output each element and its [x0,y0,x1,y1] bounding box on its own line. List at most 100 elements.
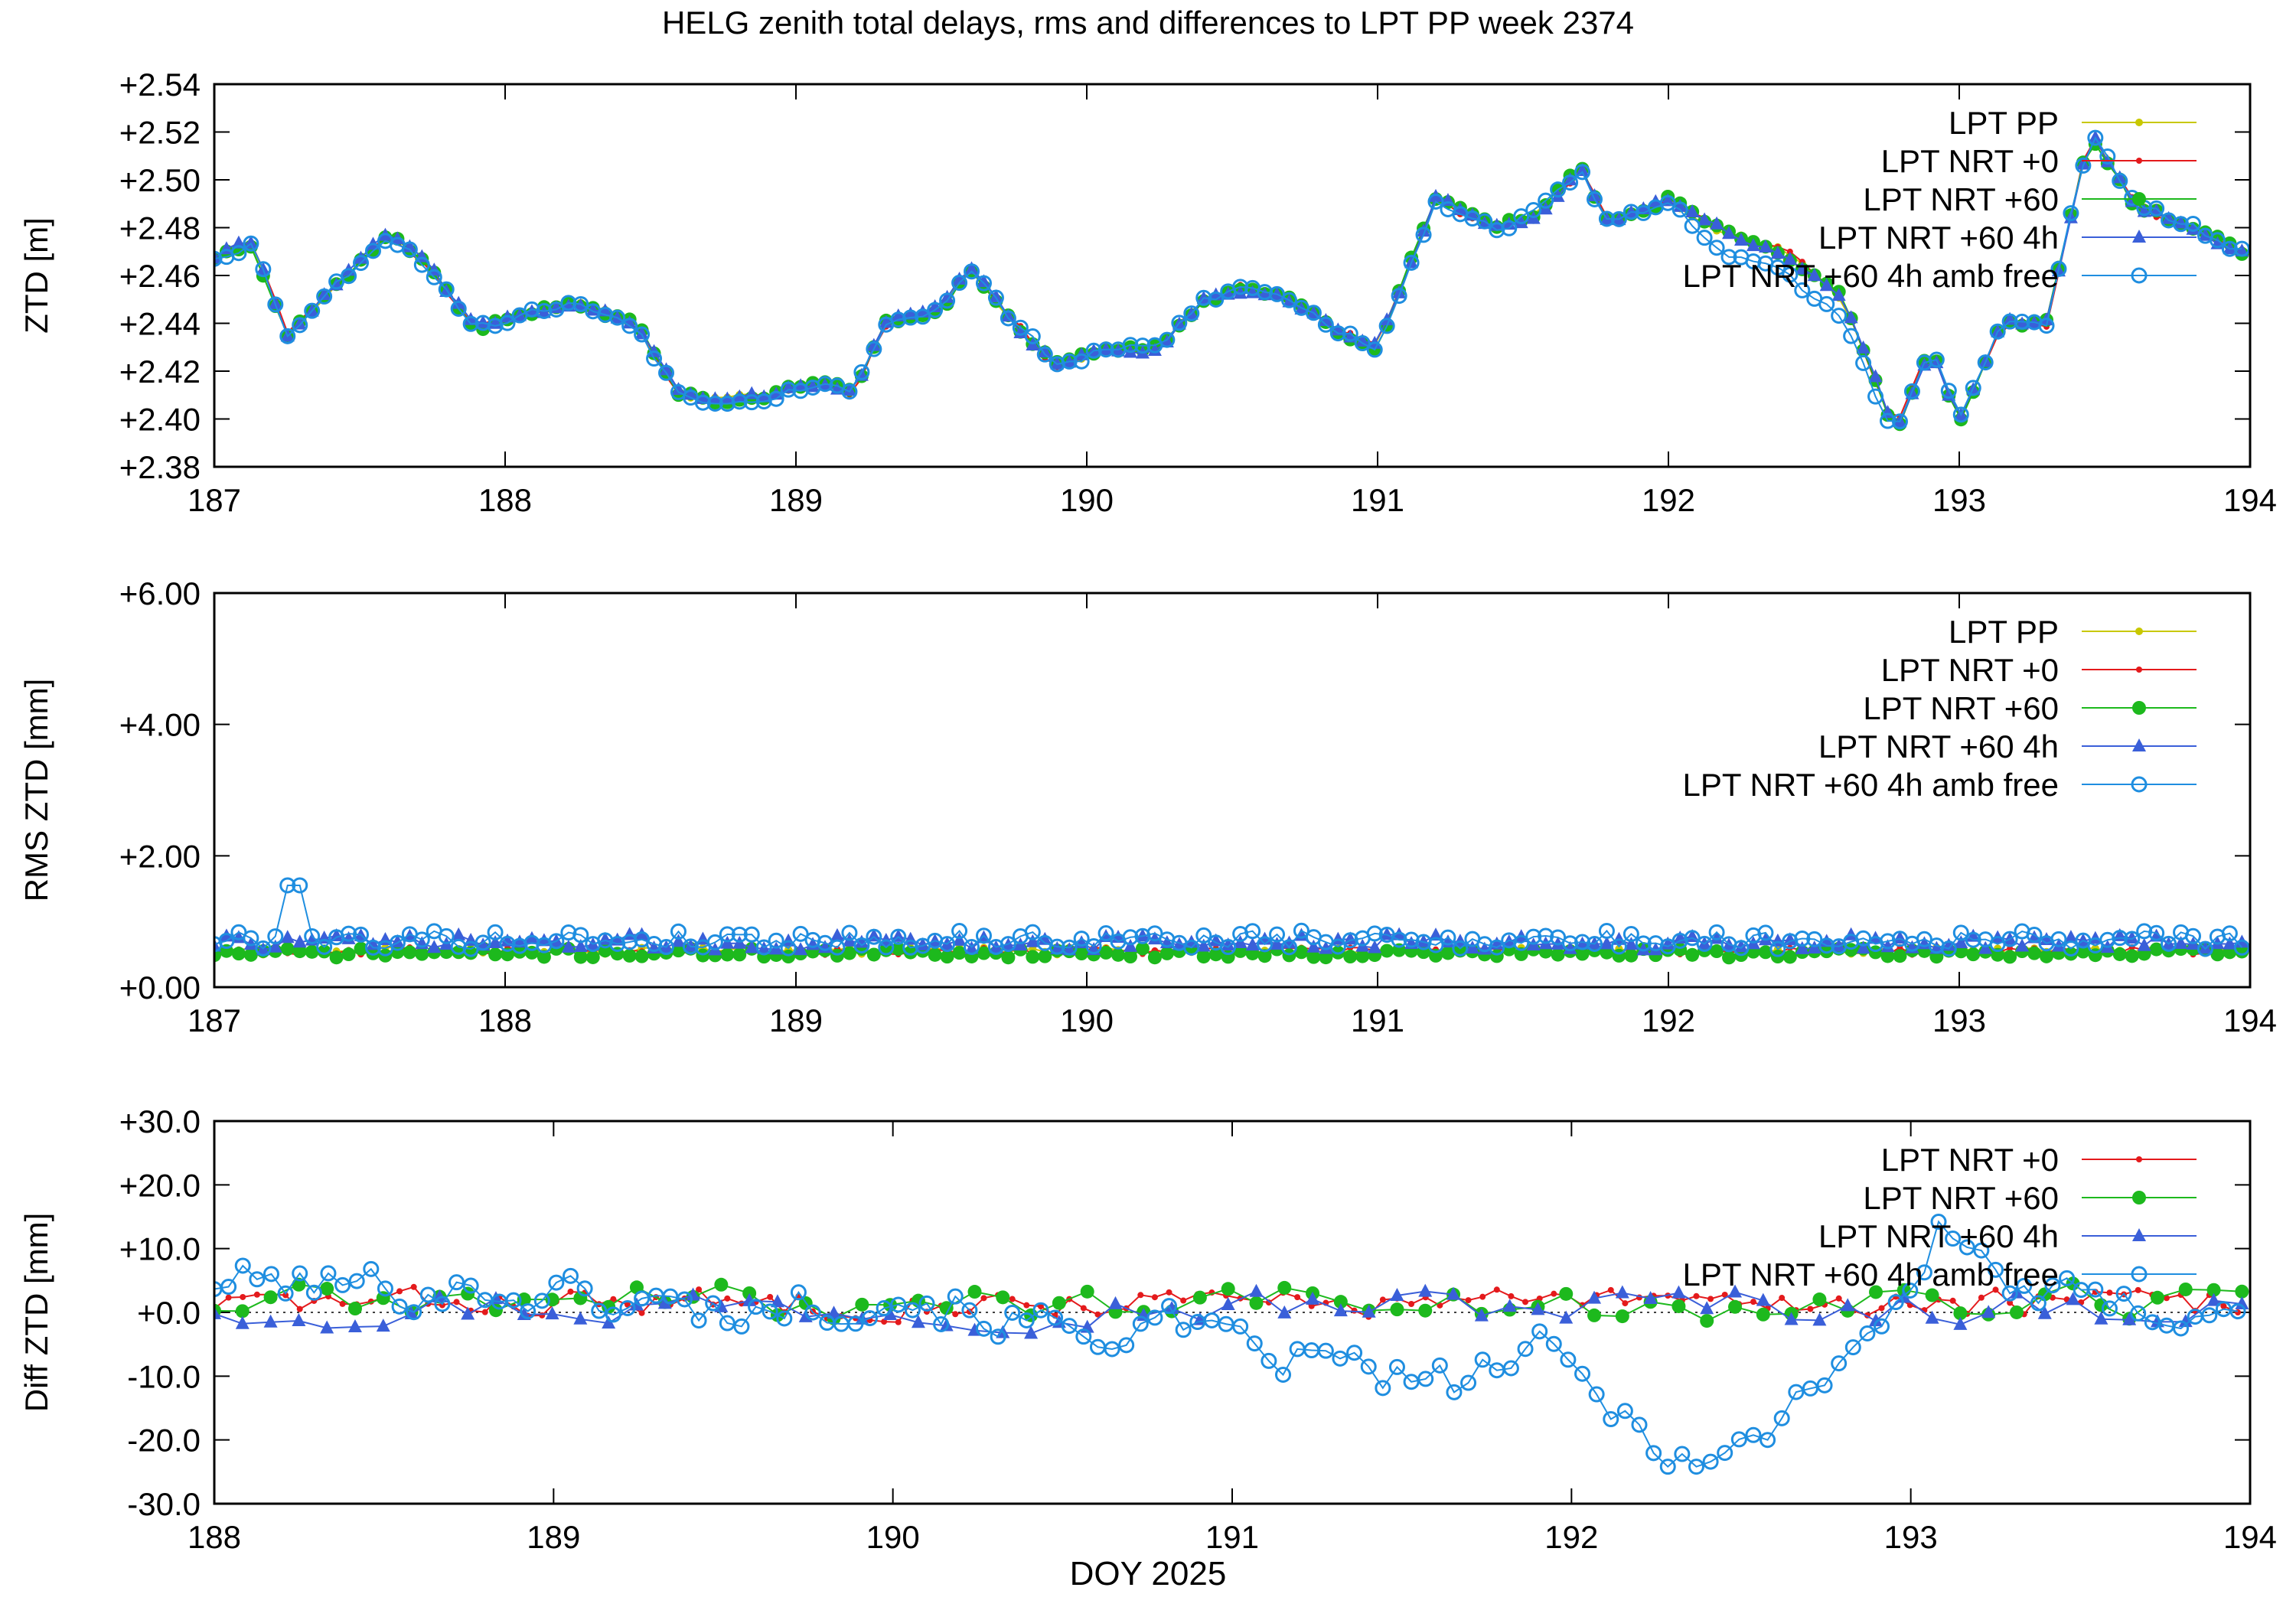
amb-free-marker [363,1260,380,1277]
amb-free-marker [1329,938,1346,955]
amb-free-marker [951,275,968,292]
nrt60-marker [320,1282,334,1296]
nrt60-4h-marker [1856,940,1870,954]
legend-label: LPT NRT +0 [1881,652,2059,688]
nrt0-marker [895,1319,902,1325]
amb-free-marker [1075,1328,1092,1345]
nrt0-marker [610,1296,617,1302]
plot-frame [213,83,2252,468]
nrt60-4h-marker [1062,942,1077,956]
nrt60-marker [2150,1290,2164,1305]
nrt0-marker [724,1295,731,1302]
nrt60-marker [573,950,588,964]
nrt60-4h-marker [1624,937,1639,950]
amb-free-marker [1973,1242,1990,1259]
amb-free-marker [243,930,259,947]
nrt60-4h-marker [263,1314,278,1328]
nrt60-4h-marker [1698,936,1712,950]
legend-label: LPT NRT +60 4h amb free [1683,767,2059,803]
amb-free-marker [1375,1380,1391,1397]
amb-free-marker [951,923,968,940]
nrt0-marker [952,1311,959,1318]
amb-free-marker [401,241,418,258]
nrt0-marker [2136,667,2142,673]
nrt0-marker [1166,1289,1172,1296]
amb-free-marker [450,300,467,317]
amb-free-marker [719,396,735,412]
nrt60-4h-marker [1477,941,1492,955]
nrt60-4h-marker [911,1315,925,1328]
nrt60-4h-marker [794,942,808,956]
nrt60-marker [317,944,331,959]
amb-free-marker [1867,388,1884,405]
amb-free-marker [987,289,1004,306]
nrt0-marker [1992,1286,1999,1293]
amb-free-marker [255,261,272,278]
nrt60-4h-marker [573,939,588,953]
amb-free-marker [1346,1345,1363,1361]
amb-free-marker [1332,1350,1349,1367]
legend-label: LPT NRT +60 4h [1818,220,2059,256]
nrt0-marker [1137,1292,1144,1299]
y-axis-label: Diff ZTD [mm] [18,1213,54,1413]
nrt60-4h-marker [1698,212,1712,226]
nrt60-4h-marker [952,271,967,285]
nrt60-4h-marker [347,1319,362,1332]
amb-free-marker [1586,935,1603,952]
y-tick-label: +0.00 [119,970,201,1006]
amb-free-marker [2050,260,2067,277]
amb-free-marker [731,393,748,410]
nrt60-marker [1192,1290,1207,1305]
nrt0-marker [1622,1300,1629,1307]
amb-free-marker [1097,925,1114,942]
amb-free-marker [1940,383,1957,399]
nrt60-marker [488,1303,503,1318]
amb-free-marker [2115,1286,2132,1302]
nrt60-4h-marker [1953,1316,1968,1330]
nrt60-4h-marker [1734,939,1748,953]
amb-free-marker [2001,313,2018,330]
nrt60-marker [2040,949,2053,963]
amb-free-marker [1702,1453,1719,1470]
nrt60-4h-marker [1661,193,1675,207]
y-axis-label: ZTD [m] [18,217,54,334]
nrt0-marker [1493,1286,1500,1293]
panel-3: Diff ZTD [mm] -30.0 -20.0 -10.0 +0.0 +10.0 +20… [18,1103,2277,1555]
amb-free-marker [2099,931,2116,948]
y-axis-label: RMS ZTD [mm] [18,679,54,902]
nrt60-4h-marker [1196,938,1211,952]
nrt60-4h-marker [1795,940,1809,954]
nrt60-marker [1782,950,1797,964]
amb-free-marker [1388,1358,1405,1375]
nrt0-marker [881,1319,888,1325]
nrt60-4h-marker [1135,928,1150,942]
nrt0-marker [296,1305,303,1312]
y-tick-label: +20.0 [119,1167,201,1203]
amb-free-marker [487,924,504,940]
amb-free-marker [1531,1323,1548,1340]
nrt60-4h-marker [770,1294,784,1308]
nrt60-4h-marker [561,939,576,953]
x-tick-label: 191 [1351,1002,1404,1038]
amb-free-marker [1203,1312,1220,1328]
amb-free-marker [591,1302,608,1319]
nrt60-marker [891,942,905,957]
amb-free-marker [743,394,760,411]
amb-free-marker [1246,1335,1263,1352]
amb-free-marker [1366,925,1383,942]
nrt60-4h-marker [1502,1299,1517,1312]
nrt60-4h-marker [1024,1325,1039,1339]
amb-free-marker [2161,935,2177,952]
amb-free-marker [2136,923,2153,940]
nrt60-4h-marker [659,362,673,376]
nrt60-marker [1257,949,1272,963]
amb-free-marker [1073,353,1090,370]
amb-free-marker [939,936,956,953]
nrt60-4h-marker [883,1307,898,1321]
amb-free-marker [762,1303,778,1320]
amb-free-marker [790,1284,807,1301]
amb-free-marker [1501,220,1518,236]
nrt60-4h-marker [1453,202,1467,216]
nrt60-marker [1052,1296,1066,1310]
amb-free-marker [218,933,235,950]
